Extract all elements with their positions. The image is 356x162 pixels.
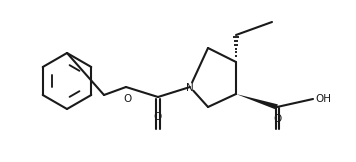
Text: O: O [154,112,162,122]
Text: N: N [186,83,194,93]
Text: OH: OH [315,94,331,104]
Text: O: O [273,114,281,124]
Polygon shape [236,94,278,110]
Text: O: O [123,94,131,104]
